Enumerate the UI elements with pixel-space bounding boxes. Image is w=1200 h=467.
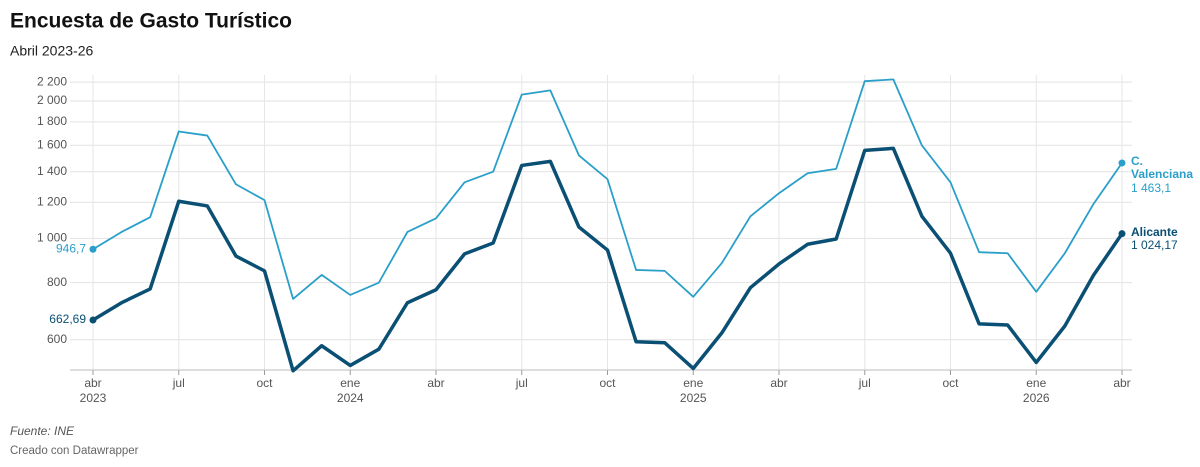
legend-label: C. Valenciana	[1131, 154, 1194, 182]
x-year-label: 2023	[80, 391, 107, 405]
y-tick-label: 2 200	[37, 74, 67, 88]
end-label-box: Alicante 1 024,17	[1131, 226, 1197, 253]
x-year-label: 2026	[1023, 391, 1050, 405]
start-value-label: 662,69	[49, 312, 86, 326]
x-year-label: 2024	[337, 391, 364, 405]
x-tick-label: oct	[599, 376, 616, 390]
source: Fuente: INE	[10, 424, 75, 438]
end-dot	[89, 245, 97, 253]
end-value-label: 1 024,17	[1131, 238, 1178, 253]
x-tick-label: ene	[1026, 376, 1046, 390]
x-year-label: 2025	[680, 391, 707, 405]
x-tick-label: abr	[770, 376, 787, 390]
y-tick-label: 1 600	[37, 137, 67, 151]
x-tick-label: jul	[858, 376, 871, 390]
x-tick-label: jul	[172, 376, 185, 390]
y-tick-label: 1 400	[37, 164, 67, 178]
x-tick-label: jul	[515, 376, 528, 390]
end-value-label: 1 463,1	[1131, 180, 1172, 195]
series-line	[91, 146, 1124, 373]
end-dot	[1118, 159, 1126, 167]
end-dot	[89, 316, 97, 324]
x-tick-label: abr	[84, 376, 101, 390]
chart-title: Encuesta de Gasto Turístico	[10, 10, 292, 33]
series-line	[92, 78, 1123, 300]
y-tick-label: 2 000	[37, 93, 67, 107]
y-tick-label: 1 000	[37, 231, 67, 245]
y-tick-label: 800	[47, 275, 67, 289]
end-dot	[1118, 230, 1126, 238]
x-tick-label: ene	[683, 376, 703, 390]
x-tick-label: abr	[1113, 376, 1130, 390]
x-tick-label: ene	[340, 376, 360, 390]
start-value-label: 946,7	[56, 241, 86, 255]
x-tick-label: oct	[256, 376, 273, 390]
end-label-box: C. Valenciana 1 463,1	[1131, 155, 1197, 196]
legend-label: Alicante	[1131, 225, 1178, 239]
y-tick-label: 1 800	[37, 114, 67, 128]
chart-subtitle: Abril 2023-26	[10, 43, 93, 59]
y-tick-label: 1 200	[37, 194, 67, 208]
y-tick-label: 600	[47, 332, 67, 346]
x-tick-label: abr	[427, 376, 444, 390]
credit: Creado con Datawrapper	[10, 445, 139, 457]
x-tick-label: oct	[942, 376, 959, 390]
